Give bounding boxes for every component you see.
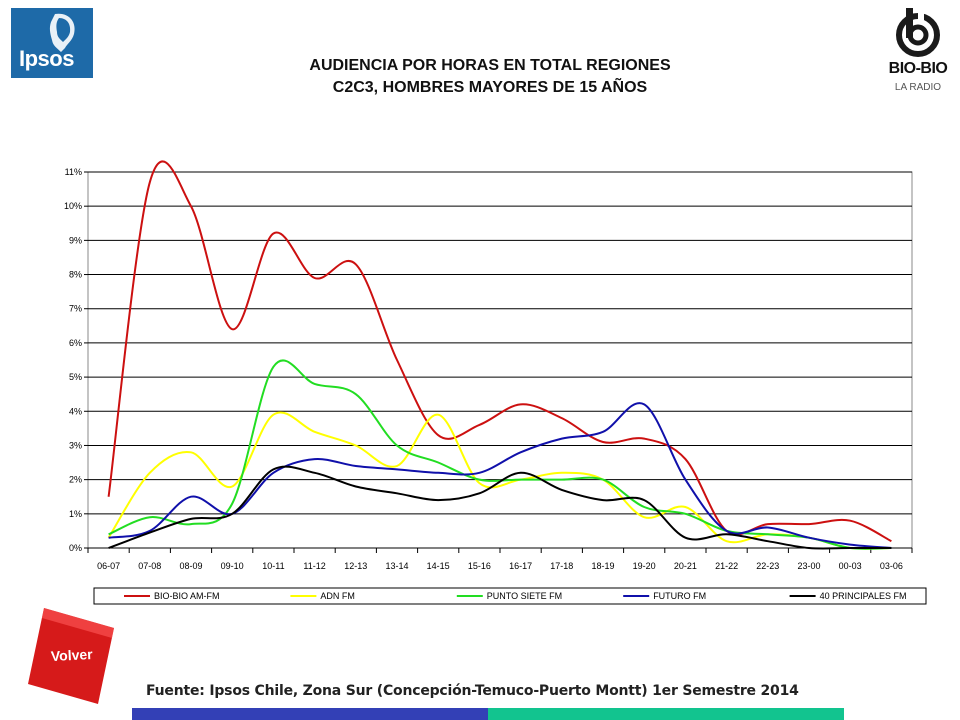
- title-line-2: C2C3, HOMBRES MAYORES DE 15 AÑOS: [332, 79, 648, 96]
- legend: BIO-BIO AM-FM ADN FM PUNTO SIETE FM FUTURO …: [93, 587, 927, 605]
- x-tick-label: 15-16: [468, 561, 491, 571]
- volver-button-shape: Volver: [28, 608, 114, 704]
- x-tick-label: 20-21: [674, 561, 697, 571]
- series-line-2: [107, 411, 892, 550]
- axes: 0% 1% 2% 3% 4% 5% 6% 7% 8% 9% 10% 11% 06-07 07-08 08-0…: [64, 167, 913, 571]
- footer-bar-green: [488, 708, 844, 720]
- x-tick-label: 03-06: [880, 561, 903, 571]
- series-line-3: [108, 359, 892, 550]
- y-tick-label: 1%: [69, 509, 82, 519]
- legend-label: FUTURO FM: [653, 591, 706, 601]
- x-tick-label: 19-20: [633, 561, 656, 571]
- y-tick-label: 9%: [69, 235, 82, 245]
- legend-label: 40 PRINCIPALES FM: [820, 591, 907, 601]
- x-tick-label: 17-18: [550, 561, 573, 571]
- ipsos-logo-text: Ipsos: [19, 46, 74, 71]
- ipsos-logo: Ipsos: [11, 8, 93, 78]
- x-tick-label: 09-10: [221, 561, 244, 571]
- y-tick-label: 8%: [69, 270, 82, 280]
- source-note: Fuente: Ipsos Chile, Zona Sur (Concepció…: [146, 683, 799, 699]
- legend-label: BIO-BIO AM-FM: [154, 591, 220, 601]
- grid: [87, 171, 913, 549]
- y-tick-label: 6%: [69, 338, 82, 348]
- y-tick-label: 0%: [69, 543, 82, 553]
- series-line-4: [108, 402, 892, 549]
- biobio-logo: BIO-BIO LA RADIO: [888, 6, 948, 102]
- y-tick-label: 2%: [69, 475, 82, 485]
- y-tick-label: 3%: [69, 440, 82, 450]
- page-title: AUDIENCIA POR HORAS EN TOTAL REGIONES C2…: [180, 55, 800, 99]
- x-tick-label: 14-15: [427, 561, 450, 571]
- biobio-emblem-icon: [896, 8, 940, 57]
- x-tick-label: 08-09: [179, 561, 202, 571]
- x-tick-label: 10-11: [262, 561, 284, 571]
- title-line-1: AUDIENCIA POR HORAS EN TOTAL REGIONES: [309, 57, 671, 74]
- volver-label: Volver: [50, 646, 93, 664]
- y-tick-label: 11%: [65, 167, 82, 177]
- y-tick-label: 10%: [64, 201, 82, 211]
- legend-label: PUNTO SIETE FM: [487, 591, 562, 601]
- footer-bar-blue: [132, 708, 488, 720]
- x-tick-label: 16-17: [509, 561, 532, 571]
- legend-label: ADN FM: [320, 591, 355, 601]
- x-tick-label: 13-14: [385, 561, 408, 571]
- y-tick-label: 4%: [69, 406, 82, 416]
- series-line-5: [108, 465, 892, 550]
- x-tick-label: 07-08: [138, 561, 161, 571]
- plot-area: [87, 171, 913, 549]
- legend-box: [93, 587, 927, 605]
- x-tick-label: 11-12: [303, 561, 325, 571]
- x-tick-label: 12-13: [344, 561, 367, 571]
- x-tick-label: 06-07: [97, 561, 120, 571]
- series: [107, 160, 892, 550]
- x-tick-label: 22-23: [756, 561, 779, 571]
- x-tick-label: 18-19: [591, 561, 614, 571]
- x-tick-label: 00-03: [839, 561, 862, 571]
- x-tick-label: 23-00: [797, 561, 820, 571]
- y-tick-label: 5%: [69, 372, 82, 382]
- ipsos-face-icon: [49, 13, 75, 52]
- y-tick-label: 7%: [69, 304, 82, 314]
- volver-button[interactable]: Volver: [28, 608, 116, 704]
- biobio-logo-name: BIO-BIO: [888, 60, 948, 77]
- biobio-logo-subtitle: LA RADIO: [894, 82, 942, 93]
- x-tick-label: 21-22: [715, 561, 738, 571]
